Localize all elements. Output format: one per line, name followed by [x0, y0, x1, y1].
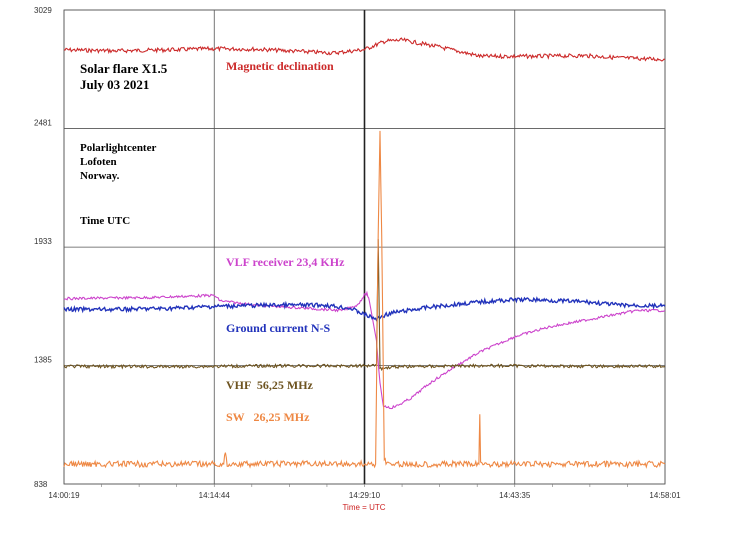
station-line-1: Polarlightcenter	[80, 142, 156, 154]
x-tick-label: 14:14:44	[199, 491, 231, 500]
x-tick-label: 14:58:01	[649, 491, 681, 500]
series-line-1	[63, 290, 666, 410]
y-tick-label: 2481	[34, 119, 52, 128]
series-line-4	[63, 130, 666, 469]
x-axis-label: Time = UTC	[342, 503, 385, 512]
x-tick-label: 14:00:19	[48, 491, 80, 500]
y-tick-label: 1933	[34, 237, 52, 246]
y-tick-label: 838	[34, 480, 48, 489]
x-tick-label: 14:29:10	[349, 491, 381, 500]
time-note: Time UTC	[80, 215, 130, 227]
title-line-1: Solar flare X1.5	[80, 61, 168, 76]
label-magnetic-declination: Magnetic declination	[226, 59, 334, 73]
y-tick-label: 1385	[34, 356, 52, 365]
series-line-3	[63, 239, 666, 372]
x-tick-labels: 14:00:19 14:14:44 14:29:10 14:43:35 14:58:01	[48, 491, 681, 500]
label-vhf: VHF 56,25 MHz	[226, 378, 314, 392]
label-vlf-receiver: VLF receiver 23,4 KHz	[226, 255, 345, 269]
label-sw: SW 26,25 MHz	[226, 410, 310, 424]
y-tick-labels: 3029 2481 1933 1385 838	[34, 6, 52, 489]
x-tick-label: 14:43:35	[499, 491, 531, 500]
series-line-0	[63, 37, 666, 62]
station-line-2: Lofoten	[80, 156, 117, 168]
series-lines	[63, 37, 666, 469]
y-tick-label: 3029	[34, 6, 52, 15]
grid-lines	[63, 9, 666, 487]
title-line-2: July 03 2021	[80, 77, 149, 92]
label-ground-current: Ground current N-S	[226, 321, 331, 335]
series-line-2	[63, 296, 666, 322]
station-line-3: Norway.	[80, 170, 120, 182]
